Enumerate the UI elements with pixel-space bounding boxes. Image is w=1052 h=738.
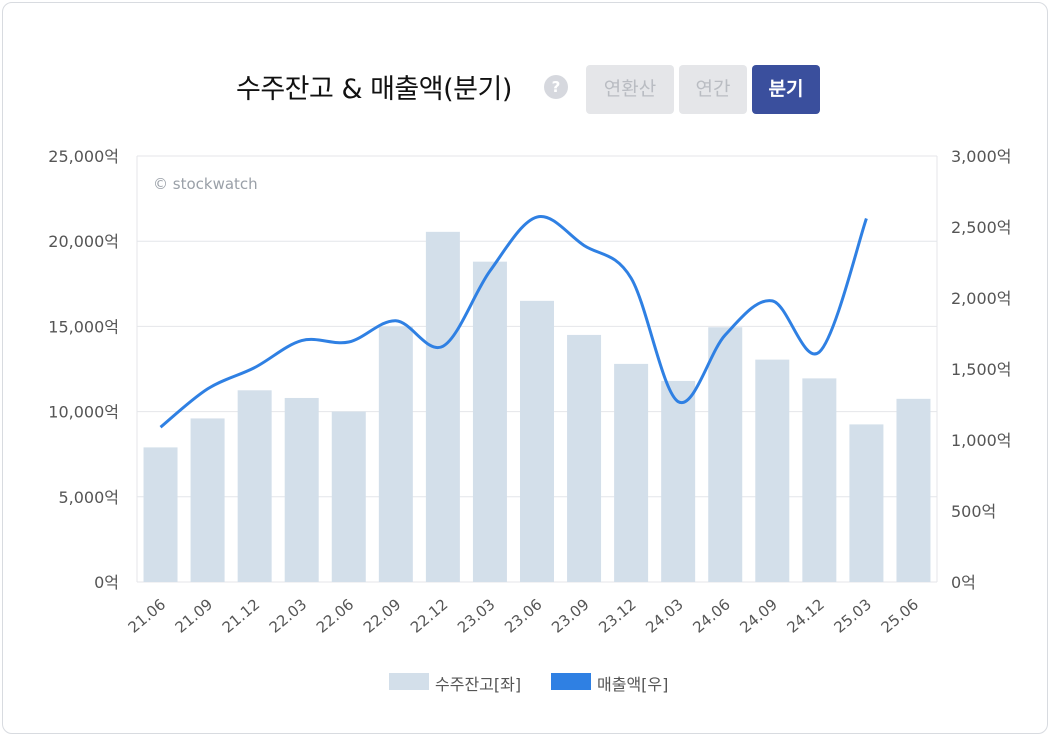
legend-swatch-revenue[interactable] bbox=[551, 673, 591, 690]
bar-25.06 bbox=[896, 398, 931, 582]
bar-23.12 bbox=[614, 363, 649, 582]
bar-23.03 bbox=[472, 261, 507, 582]
tab-annual[interactable]: 연간 bbox=[679, 65, 747, 114]
bar-21.12 bbox=[237, 390, 272, 582]
bar-24.06 bbox=[708, 327, 743, 582]
bar-24.03 bbox=[661, 380, 696, 582]
tab-annualized[interactable]: 연환산 bbox=[586, 65, 674, 114]
bar-24.09 bbox=[755, 359, 790, 582]
y-left-tick-label: 5,000억 bbox=[58, 488, 119, 507]
y-left-tick-label: 0억 bbox=[94, 573, 119, 592]
x-tick-label: 24.12 bbox=[783, 595, 827, 636]
x-tick-label: 22.12 bbox=[407, 595, 451, 636]
bar-22.06 bbox=[331, 411, 366, 582]
x-tick-label: 25.03 bbox=[831, 595, 875, 636]
y-left-tick-label: 25,000억 bbox=[48, 147, 119, 166]
y-left-tick-label: 10,000억 bbox=[48, 403, 119, 422]
help-icon[interactable]: ? bbox=[544, 75, 568, 99]
x-tick-label: 24.03 bbox=[642, 595, 686, 636]
bar-22.03 bbox=[284, 397, 319, 582]
y-right-tick-label: 2,500억 bbox=[951, 218, 1012, 237]
x-tick-label: 23.06 bbox=[501, 595, 545, 636]
x-tick-label: 22.03 bbox=[266, 595, 310, 636]
bar-22.09 bbox=[378, 326, 413, 582]
bar-21.09 bbox=[190, 418, 225, 582]
legend-swatch-backlog[interactable] bbox=[389, 673, 429, 690]
y-right-tick-label: 2,000억 bbox=[951, 289, 1012, 308]
y-left-tick-label: 15,000억 bbox=[48, 317, 119, 336]
x-tick-label: 23.03 bbox=[454, 595, 498, 636]
legend-label-backlog[interactable]: 수주잔고[좌] bbox=[435, 675, 522, 694]
x-tick-label: 22.06 bbox=[313, 595, 357, 636]
x-tick-label: 21.06 bbox=[125, 595, 169, 636]
x-tick-label: 21.09 bbox=[172, 595, 216, 636]
x-tick-label: 24.06 bbox=[689, 595, 733, 636]
bar-23.06 bbox=[520, 300, 554, 582]
y-left-tick-label: 20,000억 bbox=[48, 232, 119, 251]
y-right-tick-label: 3,000억 bbox=[951, 147, 1012, 166]
y-right-tick-label: 500억 bbox=[951, 502, 996, 521]
x-tick-label: 23.09 bbox=[548, 595, 592, 636]
tab-quarterly[interactable]: 분기 bbox=[752, 65, 820, 114]
x-tick-label: 23.12 bbox=[595, 595, 639, 636]
x-tick-label: 24.09 bbox=[736, 595, 780, 636]
bar-22.12 bbox=[425, 231, 460, 582]
y-right-tick-label: 1,000억 bbox=[951, 431, 1012, 450]
bar-21.06 bbox=[143, 447, 178, 582]
x-tick-label: 21.12 bbox=[219, 595, 263, 636]
chart-title: 수주잔고 & 매출액(분기) bbox=[236, 74, 512, 105]
x-tick-label: 25.06 bbox=[878, 595, 922, 636]
bar-25.03 bbox=[849, 424, 884, 582]
bar-24.12 bbox=[802, 378, 837, 582]
legend-label-revenue[interactable]: 매출액[우] bbox=[597, 675, 669, 694]
line-series-revenue bbox=[159, 215, 868, 429]
bar-23.09 bbox=[567, 334, 602, 582]
y-right-tick-label: 0억 bbox=[951, 573, 976, 592]
watermark: © stockwatch bbox=[153, 175, 258, 193]
y-right-tick-label: 1,500억 bbox=[951, 360, 1012, 379]
x-tick-label: 22.09 bbox=[360, 595, 404, 636]
